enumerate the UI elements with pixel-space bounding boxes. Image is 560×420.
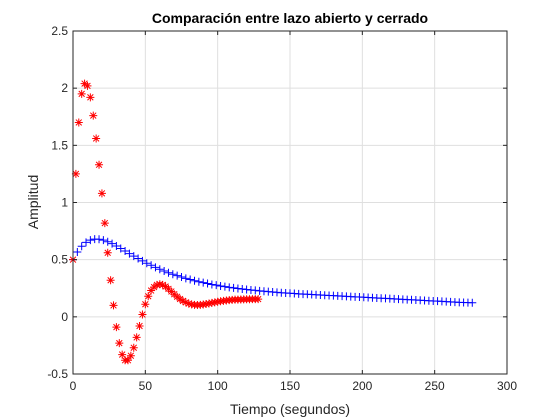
data-point: [216, 281, 225, 290]
data-point: [233, 284, 242, 293]
data-point: [74, 118, 83, 127]
data-point: [112, 241, 121, 250]
data-point: [121, 246, 130, 255]
data-point: [181, 274, 190, 283]
series-1: [69, 79, 263, 365]
data-point: [164, 268, 173, 277]
y-tick-label: 1.5: [51, 138, 68, 152]
data-point: [147, 261, 156, 270]
data-point: [202, 300, 211, 309]
series-layer: [69, 79, 477, 365]
x-tick-label: 0: [70, 379, 77, 393]
series-0: [69, 235, 477, 307]
data-point: [100, 219, 109, 228]
chart-title: Comparación entre lazo abierto y cerrado: [152, 10, 428, 26]
data-point: [207, 280, 216, 289]
data-point: [158, 280, 167, 289]
data-point: [168, 270, 177, 279]
data-point: [129, 252, 138, 261]
data-point: [220, 282, 229, 291]
data-point: [190, 276, 199, 285]
data-point: [155, 280, 164, 289]
tick-marks: [72, 30, 508, 375]
data-point: [254, 295, 263, 304]
data-point: [212, 281, 221, 290]
data-point: [116, 244, 125, 253]
data-point: [132, 333, 141, 342]
data-point: [97, 189, 106, 198]
data-point: [135, 321, 144, 330]
data-point: [92, 134, 101, 143]
y-tick-label: 2: [61, 81, 68, 95]
data-point: [125, 249, 134, 258]
x-tick-label: 200: [352, 379, 372, 393]
data-point: [73, 248, 82, 257]
data-point: [112, 323, 121, 332]
x-tick-label: 300: [497, 379, 517, 393]
data-point: [138, 256, 147, 265]
data-point: [155, 265, 164, 274]
data-point: [203, 279, 212, 288]
data-point: [178, 296, 187, 305]
data-point: [152, 280, 161, 289]
data-point: [99, 236, 108, 245]
data-point: [210, 298, 219, 307]
data-point: [468, 298, 477, 307]
data-point: [82, 238, 91, 247]
data-point: [77, 242, 86, 251]
data-point: [147, 286, 156, 295]
tick-labels: 0 50 100 150 200 250 300-0.500.511.522.5: [47, 24, 517, 393]
data-point: [207, 298, 216, 307]
x-tick-label: 150: [280, 379, 300, 393]
data-point: [142, 259, 151, 268]
data-point: [204, 299, 213, 308]
data-point: [77, 89, 86, 98]
data-point: [151, 263, 160, 272]
data-point: [95, 235, 104, 244]
data-point: [86, 93, 95, 102]
y-tick-label: -0.5: [47, 367, 68, 381]
data-point: [134, 254, 143, 263]
data-point: [115, 339, 124, 348]
data-point: [138, 310, 147, 319]
x-tick-label: 50: [139, 379, 153, 393]
data-point: [184, 299, 193, 308]
data-point: [95, 160, 104, 169]
data-point: [181, 298, 190, 307]
x-tick-label: 250: [425, 379, 445, 393]
y-tick-label: 1: [61, 196, 68, 210]
data-point: [177, 273, 186, 282]
y-axis-label: Amplitud: [25, 175, 41, 229]
data-point: [108, 239, 117, 248]
data-point: [194, 277, 203, 286]
data-point: [118, 350, 127, 359]
data-point: [103, 248, 112, 257]
y-tick-label: 0.5: [51, 253, 68, 267]
y-tick-label: 2.5: [51, 24, 68, 38]
x-tick-label: 100: [208, 379, 228, 393]
data-point: [71, 169, 80, 178]
x-axis-label: Tiempo (segundos): [230, 401, 350, 417]
data-point: [123, 356, 132, 365]
y-tick-label: 0: [61, 310, 68, 324]
data-point: [199, 278, 208, 287]
data-point: [141, 300, 150, 309]
data-point: [126, 351, 135, 360]
data-point: [106, 276, 115, 285]
data-point: [176, 294, 185, 303]
data-point: [160, 266, 169, 275]
data-point: [229, 283, 238, 292]
data-point: [89, 111, 98, 120]
data-point: [186, 275, 195, 284]
data-point: [225, 283, 234, 292]
data-point: [86, 236, 95, 245]
data-point: [103, 237, 112, 246]
data-point: [173, 271, 182, 280]
data-point: [83, 81, 92, 90]
data-point: [109, 301, 118, 310]
data-point: [129, 343, 138, 352]
data-point: [144, 292, 153, 301]
